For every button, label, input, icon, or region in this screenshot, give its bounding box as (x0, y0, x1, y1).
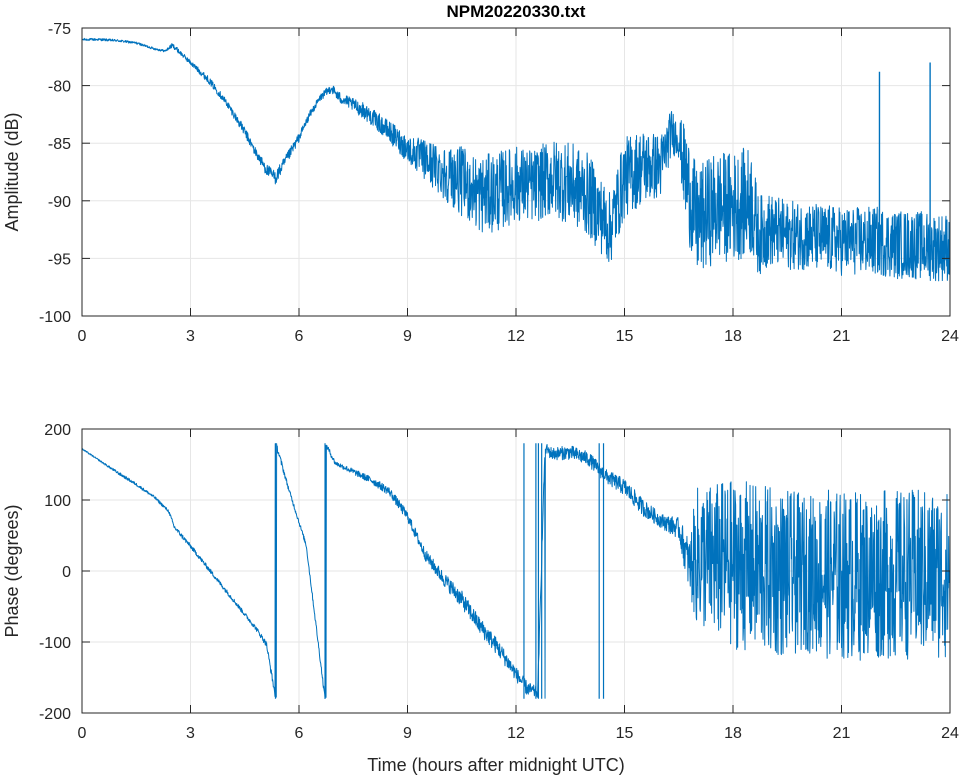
x-tick-label: 15 (616, 328, 634, 345)
x-tick-label: 21 (833, 725, 851, 742)
x-tick-label: 0 (78, 328, 87, 345)
y-tick-label: -100 (39, 635, 71, 652)
x-tick-label: 9 (403, 328, 412, 345)
x-tick-label: 0 (78, 725, 87, 742)
x-tick-label: 21 (833, 328, 851, 345)
x-tick-label: 3 (186, 328, 195, 345)
amplitude-series-line (82, 37, 950, 282)
y-tick-label: -80 (48, 79, 71, 96)
x-tick-label: 9 (403, 725, 412, 742)
x-axis-label: Time (hours after midnight UTC) (367, 755, 624, 775)
x-tick-label: 12 (507, 328, 525, 345)
y-tick-label: 0 (62, 564, 71, 581)
x-tick-label: 15 (616, 725, 634, 742)
y-tick-label: -85 (48, 136, 71, 153)
figure-title: NPM20220330.txt (447, 2, 586, 21)
y-tick-label: -75 (48, 21, 71, 38)
phase-plot: 0 3 6 9 12 15 18 21 24 -200 -100 0 100 200 Phase (degr… (2, 422, 959, 742)
y-tick-label: -100 (39, 309, 71, 326)
y-tick-label: 200 (44, 422, 71, 439)
y-tick-label: 100 (44, 493, 71, 510)
x-tick-label: 6 (295, 328, 304, 345)
y-tick-label: -95 (48, 251, 71, 268)
x-tick-label: 12 (507, 725, 525, 742)
x-tick-label: 18 (724, 328, 742, 345)
x-tick-label: 18 (724, 725, 742, 742)
y-axis-label: Amplitude (dB) (2, 112, 22, 231)
x-tick-label: 24 (941, 328, 959, 345)
y-tick-label: -90 (48, 194, 71, 211)
y-axis-label: Phase (degrees) (2, 504, 22, 637)
amplitude-plot: 0 3 6 9 12 15 18 21 24 -100 -95 -90 -85 -80 -75 Amplitu… (2, 21, 959, 345)
y-tick-label: -200 (39, 706, 71, 723)
phase-series-line (82, 443, 950, 700)
x-tick-label: 24 (941, 725, 959, 742)
x-tick-label: 6 (295, 725, 304, 742)
x-tick-label: 3 (186, 725, 195, 742)
